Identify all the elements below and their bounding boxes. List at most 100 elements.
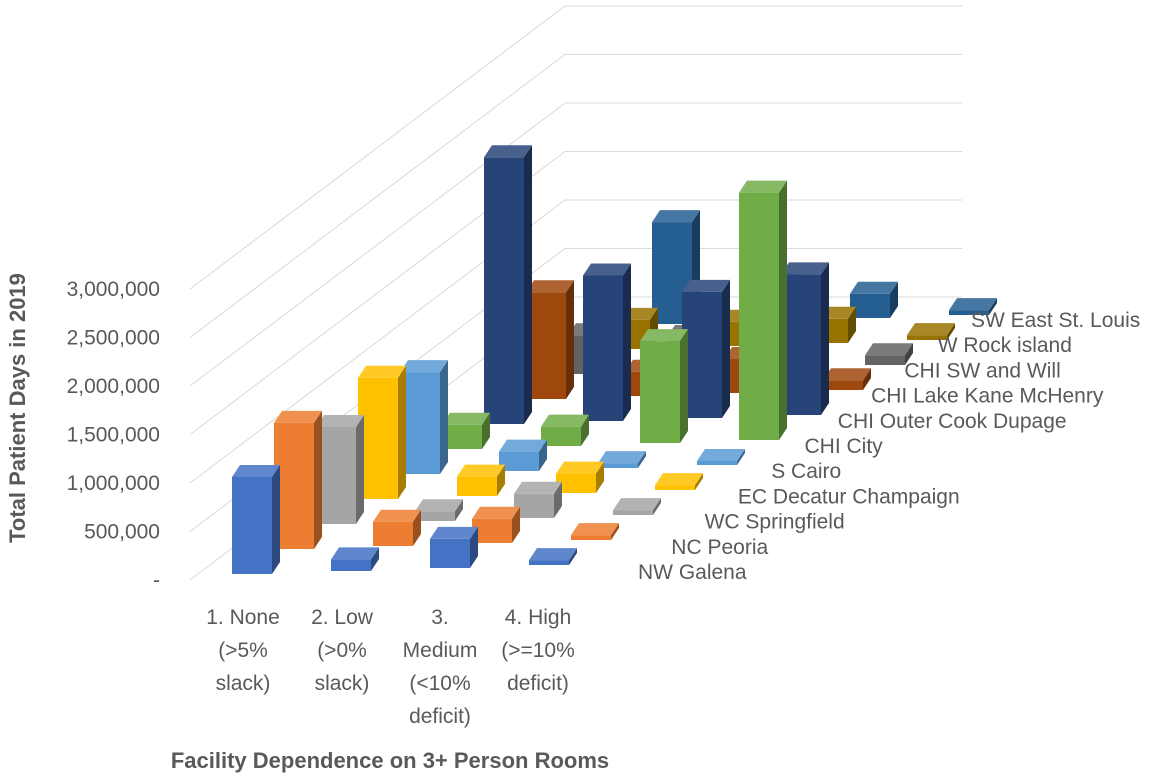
- bar-front: [781, 274, 821, 415]
- bar-front: [415, 511, 455, 521]
- x-tick-label: (>5%: [218, 639, 268, 662]
- series-label: NW Galena: [638, 561, 747, 584]
- bar: [442, 412, 490, 449]
- bar-top: [232, 465, 280, 477]
- bar-side: [512, 506, 520, 543]
- bar-side: [848, 306, 856, 343]
- y-tick-label: 500,000: [84, 521, 160, 544]
- bar-top: [358, 365, 406, 378]
- bar-front: [541, 426, 581, 446]
- bar-front: [823, 380, 863, 390]
- bar-side: [470, 526, 478, 568]
- bar: [697, 449, 745, 465]
- y-tick-label: 2,500,000: [67, 327, 160, 350]
- bar-front: [274, 422, 314, 549]
- y-tick-label: 1,500,000: [67, 424, 160, 447]
- bar-side: [596, 461, 604, 493]
- bar-top: [655, 473, 703, 486]
- bar-front: [457, 476, 497, 496]
- bar-top: [697, 449, 745, 461]
- bar-front: [526, 292, 566, 399]
- bar: [331, 547, 379, 571]
- bar-top: [739, 180, 787, 193]
- series-label: W Rock island: [938, 334, 1072, 357]
- bar: [358, 365, 406, 499]
- bar-side: [539, 439, 547, 471]
- bar-top: [613, 498, 661, 511]
- bar: [430, 526, 478, 568]
- bar: [739, 180, 787, 440]
- bar-top: [472, 506, 520, 519]
- bar-side: [272, 465, 280, 574]
- bar-side: [905, 343, 913, 365]
- bar: [373, 509, 421, 546]
- bar: [514, 481, 562, 518]
- bar-top: [682, 279, 730, 292]
- bar-side: [356, 415, 364, 524]
- bar: [529, 548, 577, 565]
- bar-front: [529, 560, 569, 565]
- bar-front: [556, 473, 596, 493]
- bar-side: [638, 451, 646, 468]
- series-label: SW East St. Louis: [971, 309, 1140, 332]
- bar-top: [823, 368, 871, 381]
- bar-front: [949, 310, 989, 315]
- bar-top: [400, 360, 448, 373]
- x-tick-label: 3.: [431, 606, 449, 629]
- bar-side: [482, 412, 490, 449]
- bar: [865, 343, 913, 365]
- bar: [400, 360, 448, 474]
- bar-top: [499, 439, 547, 452]
- bar-front: [850, 293, 890, 318]
- bar-side: [623, 263, 631, 421]
- bar-top: [430, 526, 478, 539]
- bar: [556, 461, 604, 493]
- bar: [415, 499, 463, 521]
- bar-side: [722, 279, 730, 418]
- y-tick-label: 3,000,000: [67, 278, 160, 301]
- bar-top: [598, 451, 646, 464]
- series-label: CHI Outer Cook Dupage: [838, 410, 1067, 433]
- bar-front: [316, 427, 356, 524]
- bar: [472, 506, 520, 543]
- bar-top: [415, 499, 463, 512]
- bar-side: [569, 548, 577, 565]
- bar-top: [274, 410, 322, 423]
- bar: [526, 280, 574, 399]
- bar-side: [653, 498, 661, 515]
- bar-side: [695, 473, 703, 490]
- bar-top: [331, 547, 379, 560]
- bar-front: [358, 377, 398, 499]
- bar-side: [737, 449, 745, 465]
- bar-side: [398, 365, 406, 499]
- bar-front: [331, 559, 371, 571]
- bar-front: [613, 510, 653, 515]
- bar-side: [680, 329, 688, 443]
- bar-front: [907, 335, 947, 340]
- bar-top: [781, 262, 829, 275]
- bar: [598, 451, 646, 468]
- bar-top: [850, 281, 898, 294]
- bar-front: [583, 275, 623, 421]
- x-tick-label: slack): [216, 672, 271, 695]
- bar: [613, 498, 661, 515]
- bar-side: [821, 262, 829, 415]
- bar-top: [556, 461, 604, 474]
- y-tick-labels: - 500,000 1,000,000 1,500,000 2,000,000 2,500…: [67, 278, 160, 592]
- bar: [823, 368, 871, 390]
- bar-front: [640, 341, 680, 443]
- bar-side: [524, 145, 532, 424]
- series-label: CHI City: [805, 435, 884, 458]
- bar-front: [571, 535, 611, 540]
- bar: [682, 279, 730, 418]
- bar-top: [652, 210, 700, 223]
- bar: [232, 465, 280, 574]
- series-label: CHI Lake Kane McHenry: [871, 385, 1104, 408]
- bar-top: [316, 415, 364, 427]
- bar-front: [598, 463, 638, 468]
- bar-front: [499, 451, 539, 471]
- bar-side: [440, 360, 448, 474]
- bar-front: [442, 424, 482, 449]
- bar-front: [697, 461, 737, 465]
